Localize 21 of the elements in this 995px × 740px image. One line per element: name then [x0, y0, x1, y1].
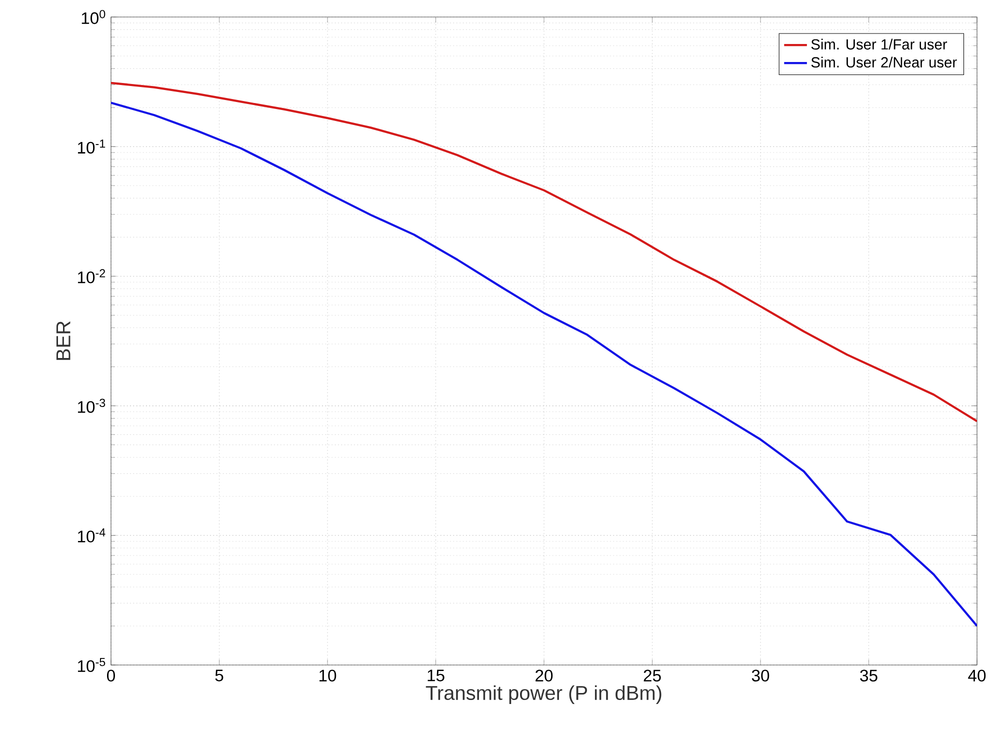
x-tick-label: 10	[320, 670, 336, 682]
x-tick-label: 30	[752, 670, 770, 682]
y-tick-label: 10$^{-1}$	[78, 140, 106, 154]
legend-label: Sim. User 2/Near user	[811, 56, 957, 68]
x-tick-label: 15	[428, 670, 444, 682]
y-axis-title: BER	[56, 321, 70, 360]
x-tick-label: 40	[968, 670, 986, 682]
x-tick-label: 5	[215, 670, 224, 682]
x-tick-label: 20	[536, 670, 553, 682]
line-series	[111, 102, 978, 628]
x-tick-label: 25	[644, 670, 661, 682]
y-tick-label: 10$^{-5}$	[78, 658, 106, 672]
y-tick-label: 10$^{-4}$	[78, 528, 106, 542]
x-axis-title: Transmit power (P in dBm)	[426, 685, 662, 704]
y-tick-label: 10$^{-2}$	[78, 269, 106, 284]
x-tick-label: 0	[107, 670, 115, 682]
x-tick-label: 35	[860, 670, 878, 682]
line-series	[111, 82, 978, 422]
y-tick-label: 10$^{0}$	[82, 10, 106, 24]
legend-label: Sim. User 1/Far user	[811, 38, 948, 50]
y-tick-label: 10$^{-3}$	[78, 398, 106, 413]
